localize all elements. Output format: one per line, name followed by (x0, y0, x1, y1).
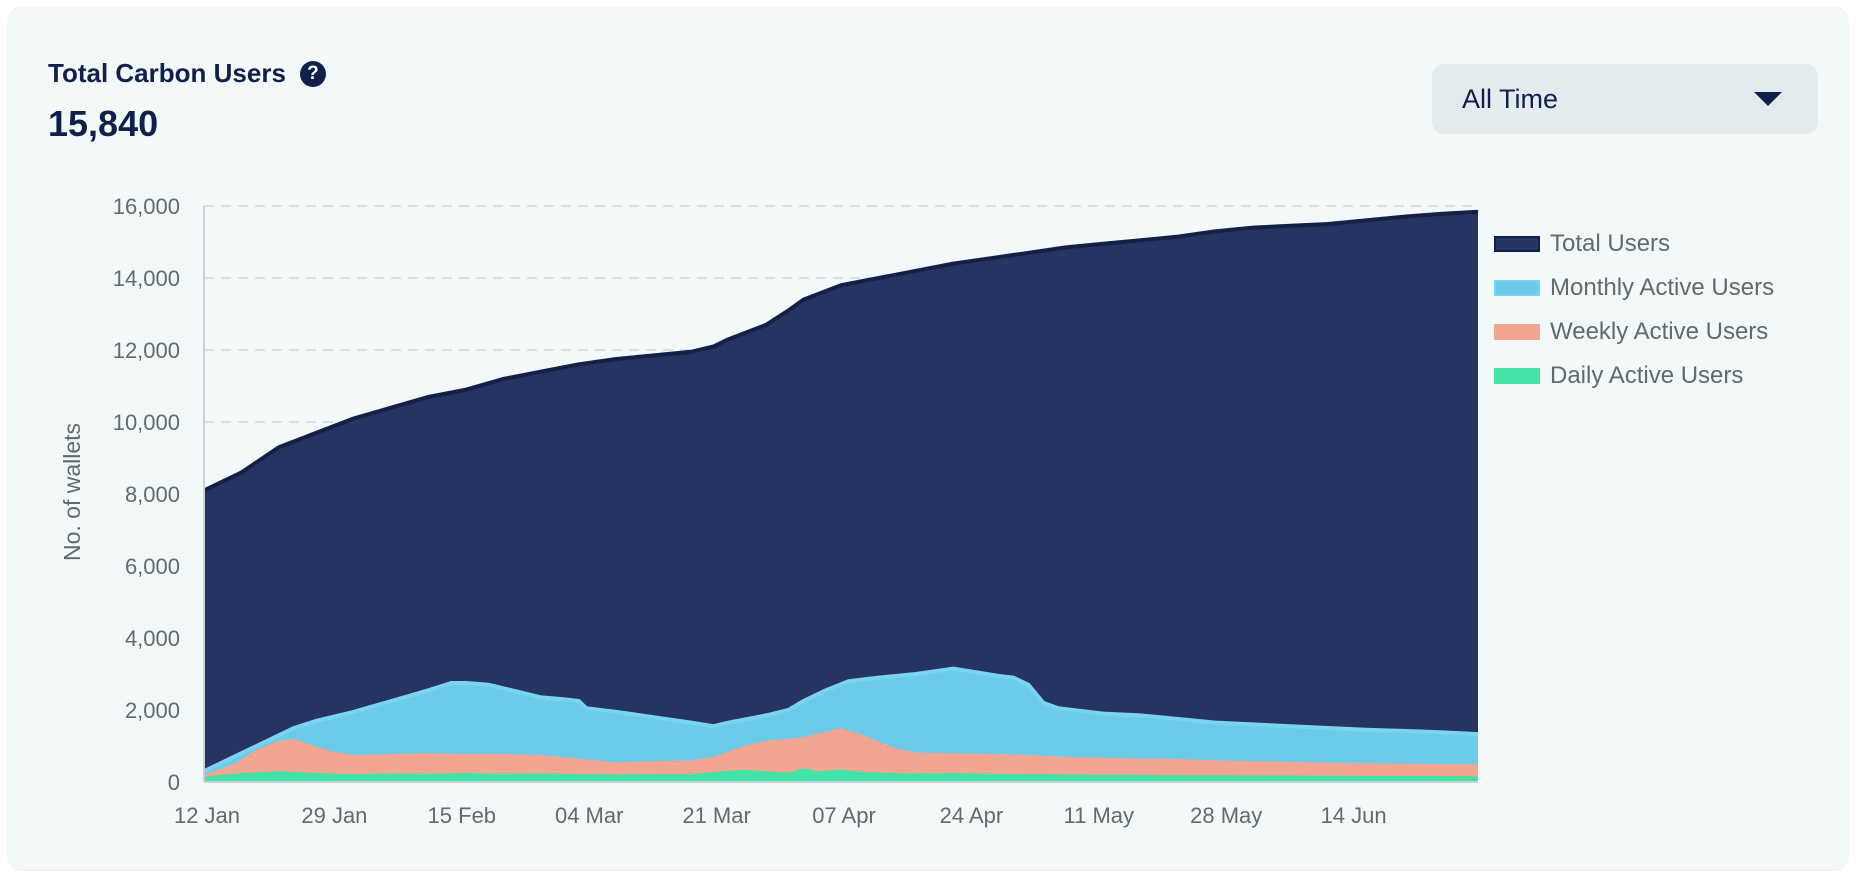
x-tick-label: 28 May (1190, 803, 1262, 828)
series-areas (203, 209, 1479, 783)
daily-active-users-area (204, 768, 1478, 782)
legend-item-weekly-active-users[interactable]: Weekly Active Users (1494, 310, 1774, 354)
x-tick-label: 11 May (1064, 803, 1135, 828)
chart-title: Total Carbon Users (48, 58, 286, 88)
x-tick-label: 15 Feb (428, 803, 497, 828)
x-tick-label: 29 Jan (301, 803, 367, 828)
y-tick-label: 14,000 (113, 266, 180, 291)
x-tick-label: 04 Mar (555, 803, 623, 828)
legend-swatch (1494, 368, 1540, 384)
weekly-active-users-area (204, 728, 1478, 782)
y-tick-label: 10,000 (113, 410, 180, 435)
y-tick-label: 12,000 (113, 338, 180, 363)
total-users-line (203, 209, 1479, 493)
legend-item-total-users[interactable]: Total Users (1494, 222, 1774, 266)
y-tick-label: 8,000 (125, 482, 180, 507)
y-tick-label: 6,000 (125, 554, 180, 579)
x-tick-label: 07 Apr (812, 803, 876, 828)
legend-label: Weekly Active Users (1550, 318, 1769, 345)
legend-label: Daily Active Users (1550, 362, 1744, 389)
y-tick-label: 0 (168, 770, 180, 795)
chart-legend: Total Users Monthly Active Users Weekly Ac… (1494, 222, 1774, 398)
time-range-dropdown[interactable]: All Time (1432, 64, 1818, 134)
y-tick-label: 16,000 (113, 194, 180, 219)
y-tick-label: 4,000 (125, 626, 180, 651)
x-tick-label: 24 Apr (940, 803, 1004, 828)
y-axis-label: No. of wallets (59, 423, 85, 561)
legend-item-monthly-active-users[interactable]: Monthly Active Users (1494, 266, 1774, 310)
legend-label: Monthly Active Users (1550, 274, 1775, 301)
monthly-active-users-area (204, 668, 1478, 782)
legend-item-daily-active-users[interactable]: Daily Active Users (1494, 354, 1774, 398)
title-row: Total Carbon Users ? (48, 58, 326, 89)
y-tick-label: 2,000 (125, 698, 180, 723)
time-range-selected: All Time (1462, 83, 1559, 114)
x-tick-label: 21 Mar (682, 803, 750, 828)
question-circle-icon[interactable]: ? (299, 60, 326, 87)
total-users-area (204, 211, 1478, 783)
legend-label: Total Users (1550, 230, 1671, 257)
chart-header: Total Carbon Users ? 15,840 (48, 58, 326, 145)
x-tick-label: 12 Jan (174, 803, 240, 828)
legend-swatch (1494, 280, 1540, 296)
legend-swatch (1494, 236, 1540, 252)
legend-swatch (1494, 324, 1540, 340)
caret-down-icon (1754, 92, 1782, 106)
total-users-value: 15,840 (48, 103, 159, 144)
axes: 0 2,000 4,000 6,000 8,000 10,000 12,000 14,000 1… (113, 194, 1478, 828)
monthly-active-users-line (203, 666, 1479, 774)
x-tick-label: 14 Jun (1321, 803, 1387, 828)
